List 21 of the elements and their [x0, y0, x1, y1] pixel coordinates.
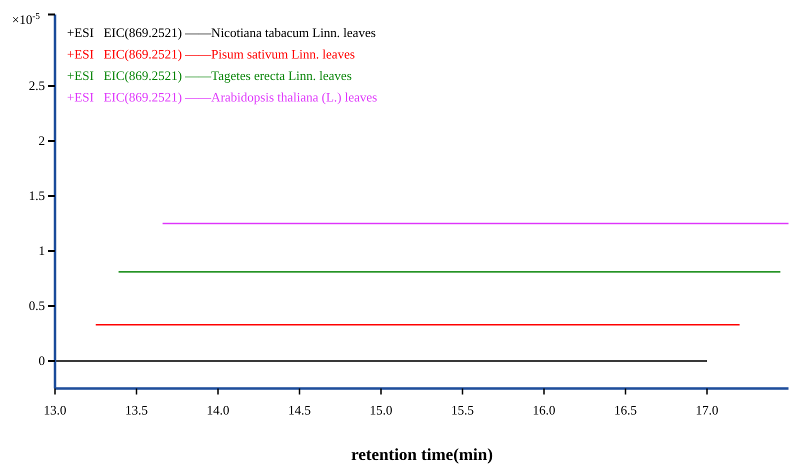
x-tick-label: 13.5 [125, 402, 148, 418]
x-tick-label: 16.0 [532, 402, 556, 418]
x-tick-label: 15.0 [370, 402, 392, 418]
text: +ESI EIC(869.2521) ——Tagetes erecta Linn. leaves [67, 68, 352, 83]
x-tick-label: 14.0 [206, 402, 230, 418]
x-tick-label: 16.5 [614, 402, 637, 418]
text: +ESI EIC(869.2521) ——Arabidopsis thaliana (L.) leaves [67, 90, 378, 104]
text: ×10$^{-5}$ [12, 11, 40, 27]
text: +ESI EIC(869.2521) ——Pisum sativum Linn. leaves [67, 46, 355, 62]
y-tick-label: 1 [38, 243, 45, 258]
y-tick-label: 2 [38, 133, 45, 148]
x-tick-label: 14.5 [288, 402, 311, 418]
y-tick-label: 2.5 [28, 78, 45, 93]
x-tick-label: 15.5 [451, 402, 474, 418]
y-tick-label: 0 [38, 353, 45, 368]
text: +ESI EIC(869.2521) ——Nicotiana tabacum Linn. leaves [67, 25, 376, 40]
y-tick-label: 0.5 [28, 298, 45, 313]
x-tick-label: 13.0 [44, 402, 66, 418]
x-axis-title: retention time(min) [351, 445, 493, 464]
x-tick-label: 17.0 [696, 402, 718, 418]
y-tick-label: 1.5 [28, 188, 45, 203]
